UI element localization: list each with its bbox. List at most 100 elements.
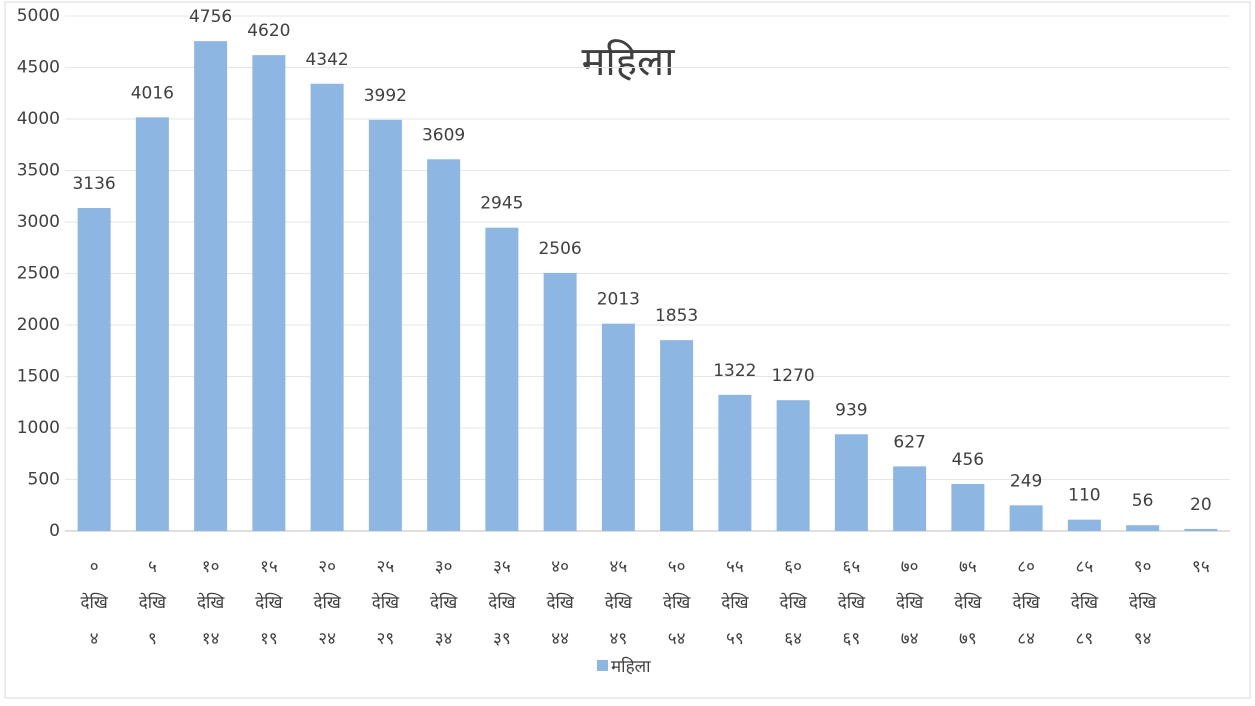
value-label: 2945 bbox=[480, 194, 523, 214]
x-tick-label: देखि bbox=[779, 592, 807, 613]
value-label: 456 bbox=[952, 450, 984, 470]
x-tick-label: देखि bbox=[372, 592, 400, 613]
x-tick-label: देखि bbox=[896, 592, 924, 613]
x-tick-label: देखि bbox=[488, 592, 516, 613]
x-tick-label: ३४ bbox=[435, 629, 453, 649]
value-label: 4016 bbox=[131, 83, 174, 103]
bar bbox=[368, 119, 402, 531]
y-tick-label: 1500 bbox=[17, 367, 60, 387]
x-tick-label: ७४ bbox=[901, 629, 919, 649]
x-tick-label: ५० bbox=[668, 557, 686, 577]
x-tick-label: ६९ bbox=[843, 629, 861, 649]
x-tick-label: ४ bbox=[90, 629, 99, 649]
y-tick-label: 0 bbox=[49, 521, 60, 541]
x-tick-label: ८४ bbox=[1017, 629, 1035, 649]
value-label: 1270 bbox=[771, 366, 814, 386]
y-tick-label: 1000 bbox=[17, 418, 60, 438]
bar bbox=[776, 400, 810, 531]
y-tick-label: 3500 bbox=[17, 161, 60, 181]
bar bbox=[1067, 519, 1101, 531]
x-tick-label: देखि bbox=[663, 592, 691, 613]
y-tick-label: 2500 bbox=[17, 264, 60, 284]
value-label: 1322 bbox=[713, 361, 756, 381]
x-tick-label: ८९ bbox=[1076, 629, 1094, 649]
x-tick-label: देखि bbox=[430, 592, 458, 613]
x-tick-label: देखि bbox=[605, 592, 633, 613]
x-tick-label: देखि bbox=[721, 592, 749, 613]
legend-label: महिला bbox=[611, 656, 651, 677]
x-tick-label: १५ bbox=[260, 557, 278, 577]
x-tick-label: देखि bbox=[954, 592, 982, 613]
y-tick-label: 3000 bbox=[17, 212, 60, 232]
value-label: 249 bbox=[1010, 471, 1042, 491]
bar bbox=[1126, 525, 1160, 531]
x-tick-label: २९ bbox=[377, 629, 395, 649]
x-tick-label: ६० bbox=[784, 557, 802, 577]
value-label: 3609 bbox=[422, 125, 465, 145]
x-tick-label: देखि bbox=[197, 592, 225, 613]
x-tick-label: देखि bbox=[1129, 592, 1157, 613]
x-tick-label: १९ bbox=[260, 629, 278, 649]
x-tick-label: ७५ bbox=[959, 557, 977, 577]
bar bbox=[252, 55, 286, 531]
bar bbox=[834, 434, 868, 531]
value-label: 2013 bbox=[597, 290, 640, 310]
x-tick-label: ६४ bbox=[784, 629, 802, 649]
x-tick-label: ५९ bbox=[726, 629, 744, 649]
value-label: 20 bbox=[1190, 495, 1212, 515]
x-tick-label: ४५ bbox=[610, 557, 628, 577]
x-tick-label: ३५ bbox=[493, 557, 511, 577]
x-tick-label: ३० bbox=[435, 557, 453, 577]
x-tick-label: देखि bbox=[1012, 592, 1040, 613]
value-label: 4620 bbox=[247, 21, 290, 41]
x-tick-label: ७० bbox=[901, 557, 919, 577]
x-tick-label: २४ bbox=[318, 629, 336, 649]
bar bbox=[718, 394, 752, 531]
bar bbox=[1184, 528, 1218, 531]
x-tick-label: ४९ bbox=[610, 629, 628, 649]
x-tick-label: देखि bbox=[1071, 592, 1099, 613]
value-label: 627 bbox=[893, 432, 925, 452]
bar bbox=[77, 207, 111, 531]
x-tick-label: ८५ bbox=[1076, 557, 1094, 577]
x-tick-label: ८० bbox=[1017, 557, 1035, 577]
bar bbox=[427, 159, 461, 531]
bar bbox=[543, 272, 577, 531]
x-tick-label: ९५ bbox=[1192, 557, 1210, 577]
x-tick-label: ७९ bbox=[959, 629, 977, 649]
value-label: 4756 bbox=[189, 7, 232, 27]
x-tick-label: देखि bbox=[255, 592, 283, 613]
x-tick-label: ३९ bbox=[493, 629, 511, 649]
value-label: 939 bbox=[835, 400, 867, 420]
x-tick-label: ५ bbox=[148, 557, 157, 577]
chart-title: महिला bbox=[582, 39, 676, 85]
x-tick-label: देखि bbox=[313, 592, 341, 613]
x-tick-label: ४० bbox=[551, 557, 569, 577]
y-tick-label: 2000 bbox=[17, 315, 60, 335]
y-tick-label: 500 bbox=[28, 470, 60, 490]
y-tick-label: 5000 bbox=[17, 6, 60, 26]
legend-swatch bbox=[597, 660, 608, 671]
bar bbox=[135, 117, 169, 532]
x-tick-label: ६५ bbox=[843, 557, 861, 577]
value-label: 4342 bbox=[305, 50, 348, 70]
value-label: 2506 bbox=[538, 239, 581, 259]
x-tick-label: ० bbox=[90, 557, 99, 577]
bar bbox=[485, 227, 519, 532]
x-tick-label: ९ bbox=[148, 629, 157, 649]
x-tick-label: ५४ bbox=[668, 629, 686, 649]
value-label: 56 bbox=[1132, 491, 1154, 511]
x-tick-label: ९४ bbox=[1134, 629, 1152, 649]
bar bbox=[310, 83, 344, 532]
bar bbox=[893, 466, 927, 531]
x-tick-label: १४ bbox=[202, 629, 220, 649]
bar bbox=[951, 484, 985, 531]
bar bbox=[601, 323, 635, 531]
y-tick-label: 4500 bbox=[17, 58, 60, 78]
value-label: 3992 bbox=[364, 86, 407, 106]
bar bbox=[194, 41, 228, 532]
x-tick-label: देखि bbox=[80, 592, 108, 613]
bar bbox=[660, 340, 694, 531]
x-tick-label: २० bbox=[318, 557, 336, 577]
